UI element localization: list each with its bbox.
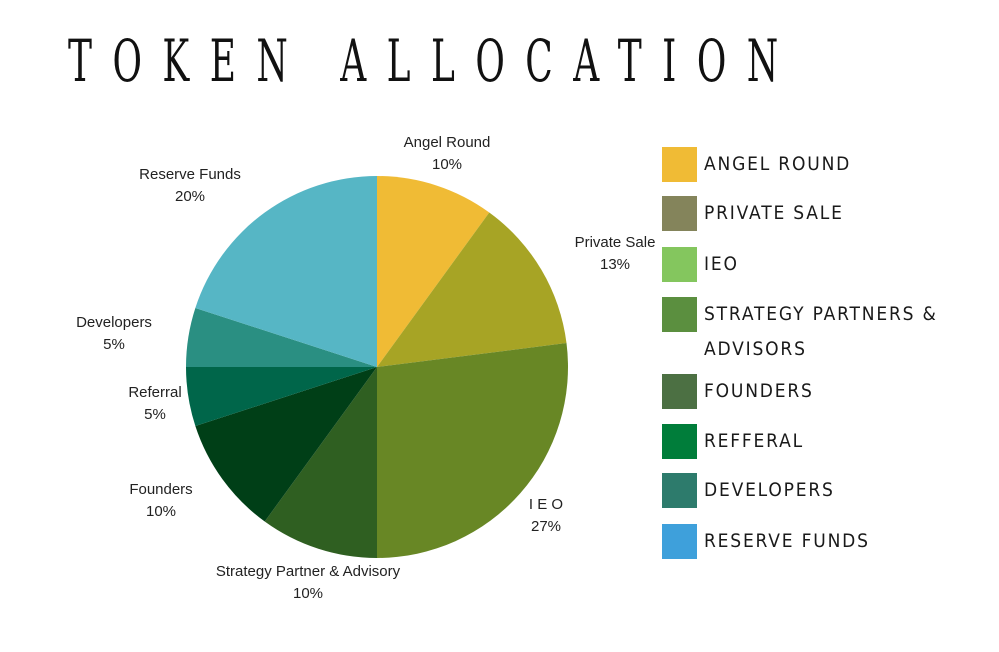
slice-label-percent: 27% (531, 518, 561, 535)
slice-label-percent: 10% (293, 585, 323, 602)
legend-label: FOUNDERS (704, 380, 814, 402)
pie-slice-founders (195, 367, 377, 522)
legend-swatch (662, 374, 697, 409)
slice-label-percent: 10% (146, 503, 176, 520)
legend-swatch (662, 297, 697, 332)
legend-label: ANGEL ROUND (704, 153, 852, 175)
legend-swatch (662, 247, 697, 282)
pie-slice-angel-round (377, 176, 490, 367)
slice-label-name: Referral (128, 384, 181, 401)
pie-slice-i-e-o (377, 343, 568, 558)
legend-label: RESERVE FUNDS (704, 530, 870, 552)
chart-title: TOKEN ALLOCATION (68, 27, 799, 95)
slice-label-percent: 13% (600, 256, 630, 273)
pie-slice-referral (186, 367, 377, 427)
slice-label-percent: 10% (432, 156, 462, 173)
pie-slices (186, 176, 568, 558)
legend-swatch (662, 424, 697, 459)
slice-label-percent: 5% (103, 336, 125, 353)
legend-swatch (662, 147, 697, 182)
pie-labels: Angel Round 10% Private Sale 13% I E O 27% Str… (76, 134, 655, 602)
legend-label: PRIVATE SALE (704, 202, 844, 224)
slice-label-name: Angel Round (404, 134, 491, 151)
pie-slice-private-sale (377, 212, 567, 367)
legend-label: IEO (704, 253, 739, 275)
slice-label-name: Founders (129, 481, 192, 498)
legend-label: STRATEGY PARTNERS & (704, 303, 938, 325)
legend-swatch (662, 524, 697, 559)
pie-slice-developers (186, 307, 377, 367)
slice-label-percent: 20% (175, 188, 205, 205)
pie-slice-reserve-funds (195, 176, 377, 367)
legend-swatch (662, 473, 697, 508)
slice-label-percent: 5% (144, 406, 166, 423)
legend-label: REFFERAL (704, 430, 804, 452)
slice-label-name: Strategy Partner & Advisory (216, 563, 401, 580)
legend-label: ADVISORS (704, 338, 807, 360)
pie-slice-strategy-partner-advisory (264, 367, 377, 558)
slice-label-name: I E O (529, 496, 563, 513)
slice-label-name: Reserve Funds (139, 166, 241, 183)
legend-swatch (662, 196, 697, 231)
legend-label: DEVELOPERS (704, 479, 835, 501)
slice-label-name: Developers (76, 314, 152, 331)
slice-label-name: Private Sale (575, 234, 656, 251)
